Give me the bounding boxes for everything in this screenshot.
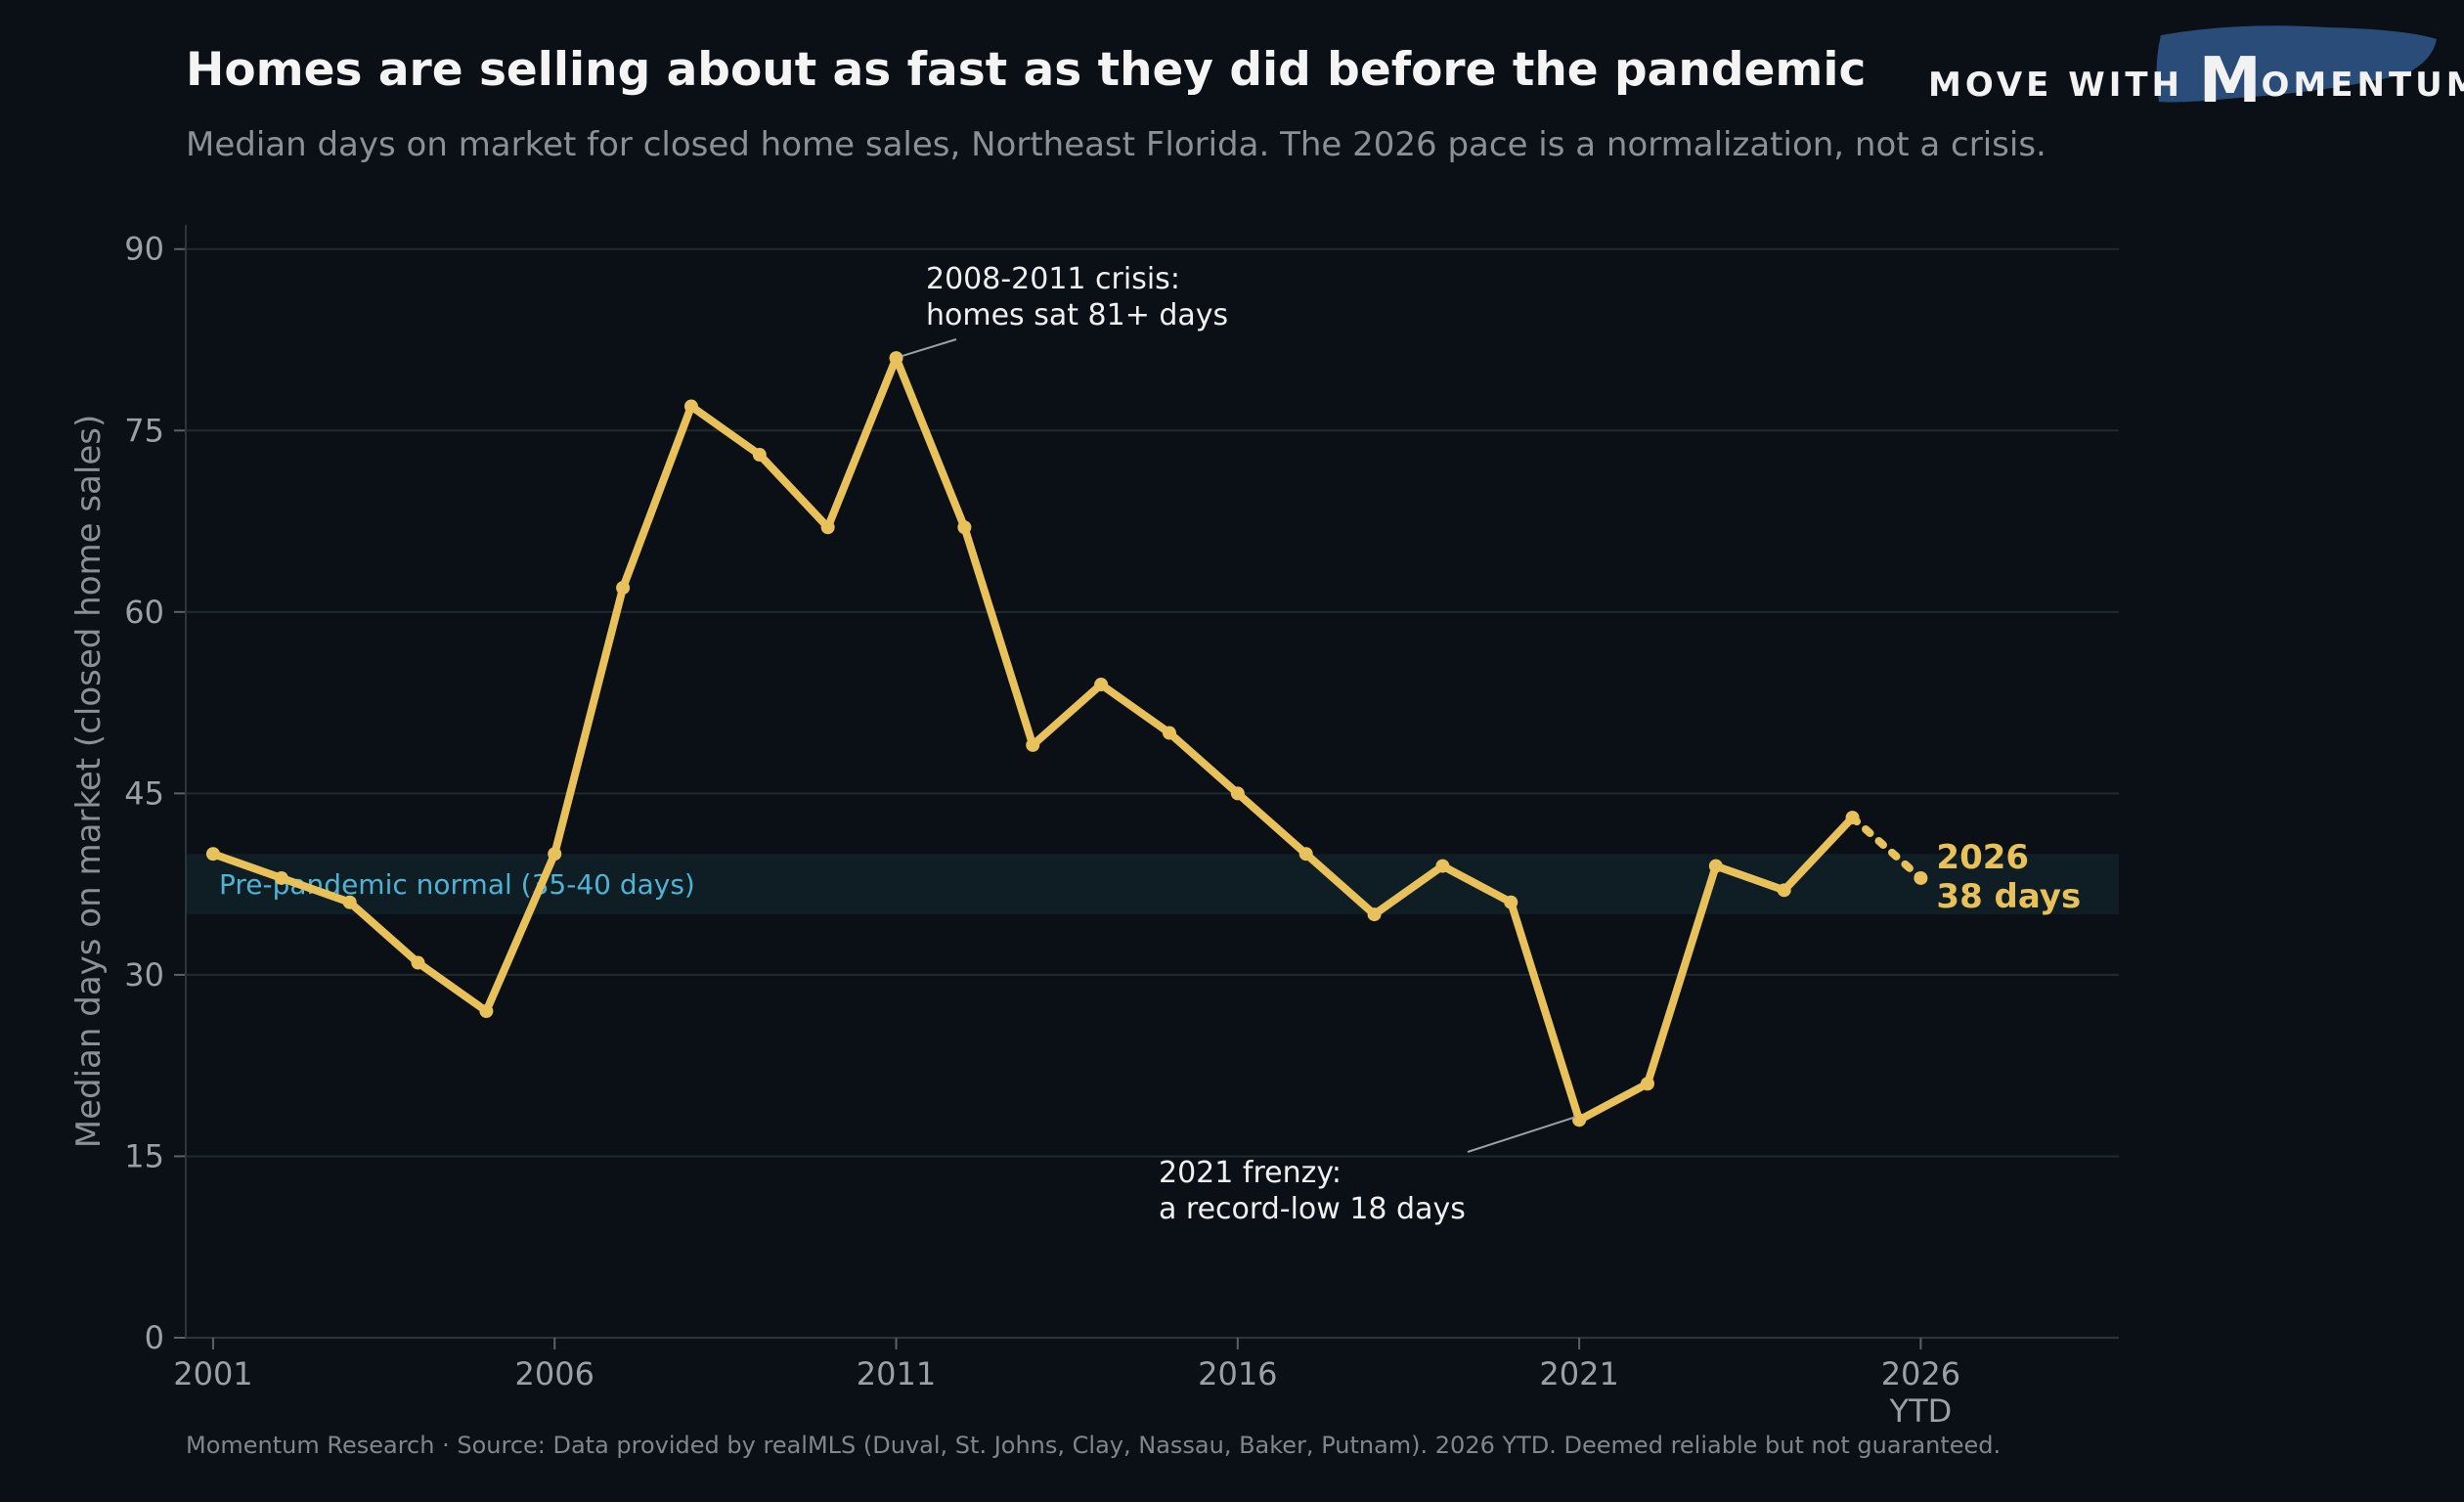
logo-wordmark: MOVE WITH MOMENTUM: [1928, 39, 2464, 117]
annotation-crisis-line1: 2008-2011 crisis:: [926, 262, 1180, 296]
y-tick-label: 60: [124, 594, 164, 631]
data-point: [957, 520, 972, 535]
y-tick-label: 0: [145, 1319, 164, 1356]
logo-initial: M: [2198, 45, 2262, 117]
data-point: [1504, 895, 1518, 909]
x-tick-label: 2006: [515, 1355, 594, 1392]
data-point: [205, 847, 220, 861]
logo-rest: OMENTUM: [2261, 66, 2464, 105]
data-point: [548, 847, 562, 861]
x-tick-label: 2016: [1198, 1355, 1277, 1392]
data-point: [1708, 859, 1723, 873]
y-tick-label: 15: [124, 1137, 164, 1174]
annotation-frenzy-line2: a record-low 18 days: [1159, 1192, 1466, 1226]
y-axis-label: Median days on market (closed home sales…: [69, 415, 109, 1148]
annotation-frenzy-line1: 2021 frenzy:: [1159, 1156, 1342, 1190]
data-point: [274, 870, 288, 885]
data-point: [820, 520, 835, 535]
data-point: [1572, 1113, 1587, 1127]
data-point: [1094, 678, 1109, 692]
data-point: [479, 1004, 494, 1019]
ytd-data-point: [1914, 870, 1928, 885]
data-point: [616, 581, 631, 596]
x-tick-label: 2026: [1881, 1355, 1960, 1392]
source-footer: Momentum Research · Source: Data provide…: [186, 1432, 2002, 1459]
x-tick-sublabel: YTD: [1889, 1392, 1953, 1430]
data-point: [683, 399, 698, 414]
data-point: [1435, 859, 1450, 873]
logo-brush-stroke: [2156, 25, 2437, 103]
data-point: [1777, 883, 1791, 898]
y-tick-label: 30: [124, 956, 164, 994]
normal-range-band: [186, 854, 2119, 915]
annotation-crisis-line2: homes sat 81+ days: [926, 298, 1228, 332]
y-tick-label: 45: [124, 774, 164, 812]
ytd-dotted-segment: [1848, 814, 1925, 882]
y-tick-label: 90: [124, 231, 164, 268]
data-point: [1162, 726, 1176, 740]
data-point: [411, 955, 425, 970]
data-point: [1298, 847, 1313, 861]
y-tick-label: 75: [124, 412, 164, 449]
x-tick-label: 2011: [857, 1355, 936, 1392]
data-point: [1230, 786, 1245, 801]
data-point: [1367, 907, 1382, 922]
data-point: [1640, 1077, 1654, 1091]
logo-prefix: MOVE WITH: [1928, 66, 2199, 105]
ytd-label-value: 38 days: [1936, 877, 2081, 916]
data-point: [1845, 811, 1860, 825]
ytd-label-year: 2026: [1936, 838, 2029, 877]
data-point: [752, 448, 767, 463]
x-tick-label: 2001: [173, 1355, 252, 1392]
data-point: [1026, 737, 1040, 752]
annotation-connector: [1467, 1116, 1576, 1153]
data-point: [889, 351, 903, 366]
chart-subtitle: Median days on market for closed home sa…: [186, 125, 2046, 164]
data-point: [342, 895, 357, 909]
x-tick-label: 2021: [1539, 1355, 1618, 1392]
chart-title: Homes are selling about as fast as they …: [186, 43, 1867, 97]
brand-logo: MOVE WITH MOMENTUM: [1916, 18, 2464, 117]
annotation-connector: [902, 338, 957, 358]
